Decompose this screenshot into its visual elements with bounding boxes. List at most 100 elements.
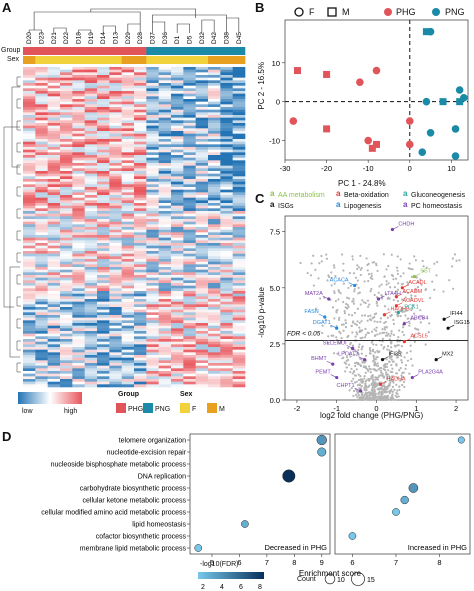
heatmap-cell [183, 381, 196, 385]
volcano-point [386, 316, 389, 319]
heatmap-cell [208, 117, 221, 121]
volcano-point [348, 389, 351, 392]
heatmap-cell [84, 200, 98, 204]
heatmap-cell [220, 232, 233, 236]
heatmap-cell [232, 189, 246, 193]
heatmap-cell [171, 339, 184, 342]
heatmap-cell [35, 299, 48, 302]
heatmap-cell [121, 363, 135, 366]
volcano-point [337, 318, 341, 321]
heatmap-cell [97, 293, 110, 297]
group-annotation-cell [208, 47, 221, 55]
heatmap-cell [47, 259, 61, 262]
volcano-point [367, 315, 370, 318]
pca-frame [284, 19, 469, 161]
volcano-legend-key: a [270, 200, 275, 209]
heatmap-cell [232, 309, 246, 313]
heatmap-cell [146, 176, 159, 180]
heatmap-cell [23, 365, 36, 369]
heatmap-cell [121, 227, 135, 230]
heatmap-cell [23, 171, 36, 174]
heatmap-cell [72, 317, 85, 321]
heatmap-cell [72, 328, 85, 332]
heatmap-cell [72, 243, 85, 246]
heatmap-cell [97, 125, 110, 129]
heatmap-cell [208, 253, 221, 257]
volcano-gene-label: LTA4H [384, 291, 400, 297]
heatmap-cell [60, 77, 73, 81]
heatmap-cell [134, 131, 147, 134]
heatmap-cell [23, 373, 36, 377]
heatmap-cell [134, 293, 147, 297]
heatmap-cell [47, 96, 61, 100]
heatmap-cell [47, 179, 61, 182]
volcano-point [326, 342, 330, 345]
volcano-point [378, 390, 381, 394]
heatmap-cell [47, 256, 61, 260]
heatmap-cell [47, 336, 61, 340]
volcano-point [346, 296, 349, 299]
volcano-point [368, 393, 371, 396]
heatmap-cell [183, 267, 196, 270]
heatmap-cell [158, 299, 172, 302]
heatmap-cell [134, 256, 147, 260]
heatmap-cell [220, 259, 233, 262]
volcano-point [389, 398, 392, 401]
heatmap-cell [84, 299, 98, 302]
volcano-point [394, 394, 397, 397]
heatmap-cell [183, 93, 196, 97]
heatmap-cell [232, 80, 246, 84]
heatmap-cell [208, 291, 221, 294]
heatmap-cell [146, 139, 159, 142]
heatmap-cell [220, 163, 233, 166]
heatmap-cell [72, 117, 85, 121]
heatmap-cell [220, 312, 233, 316]
enrichment-category-label: DNA replication [138, 474, 186, 481]
heatmap-cell [183, 293, 196, 297]
heatmap-cell [72, 304, 85, 308]
volcano-legend-key: a [336, 189, 341, 198]
heatmap-cell [72, 67, 85, 70]
heatmap-cell [195, 373, 209, 377]
heatmap-cell [121, 245, 135, 249]
heatmap-cell [158, 75, 172, 78]
heatmap-cell [109, 368, 122, 372]
heatmap-cell [183, 219, 196, 222]
heatmap-cell [195, 184, 209, 188]
heatmap-cell [171, 144, 184, 148]
heatmap-cell [72, 227, 85, 230]
volcano-point [356, 333, 359, 336]
heatmap-cell [232, 291, 246, 294]
heatmap-cell [35, 315, 48, 318]
heatmap-cell [60, 277, 73, 281]
heatmap-cell [171, 285, 184, 289]
volcano-point [396, 344, 399, 347]
heatmap-cell [134, 301, 147, 305]
heatmap-cell [232, 373, 246, 377]
heatmap-cell [84, 77, 98, 81]
heatmap-cell [97, 85, 110, 89]
heatmap-cell [134, 264, 147, 268]
heatmap-cell [232, 101, 246, 105]
heatmap-cell [84, 248, 98, 252]
volcano-point [337, 342, 341, 345]
heatmap-cell [97, 379, 110, 382]
heatmap-cell [171, 93, 184, 97]
heatmap-cell [47, 128, 61, 132]
volcano-gene-label: PLA2G4A [418, 370, 443, 376]
heatmap-cell [208, 123, 221, 126]
volcano-point [388, 379, 391, 382]
volcano-point [402, 326, 405, 329]
volcano-point [427, 331, 430, 334]
heatmap-cell [60, 344, 73, 348]
enrichment-point [194, 544, 203, 552]
heatmap-cell [134, 347, 147, 350]
heatmap-cell [97, 219, 110, 222]
heatmap-cell [84, 333, 98, 337]
volcano-point [403, 356, 406, 359]
volcano-gene-label: CHPT1 [337, 383, 355, 389]
volcano-point [358, 326, 361, 329]
heatmap-cell [72, 101, 85, 105]
volcano-point [397, 329, 401, 332]
heatmap-cell [158, 208, 172, 212]
